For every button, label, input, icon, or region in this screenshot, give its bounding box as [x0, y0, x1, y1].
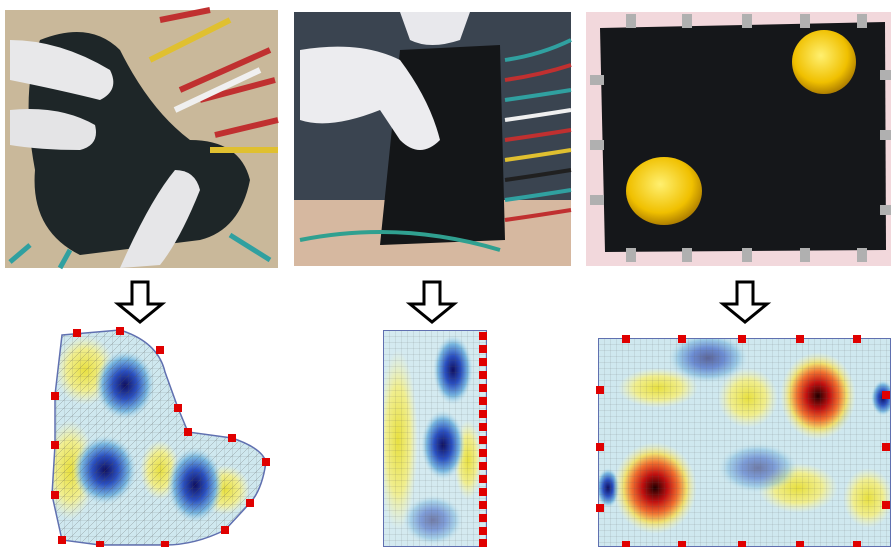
photo-left [5, 7, 279, 270]
heatmap-left [51, 327, 270, 547]
heatmap-middle [383, 330, 487, 547]
photo-right [586, 12, 891, 266]
heatmap-right [596, 335, 891, 547]
arrows [113, 280, 772, 324]
photo-middle [294, 12, 572, 266]
